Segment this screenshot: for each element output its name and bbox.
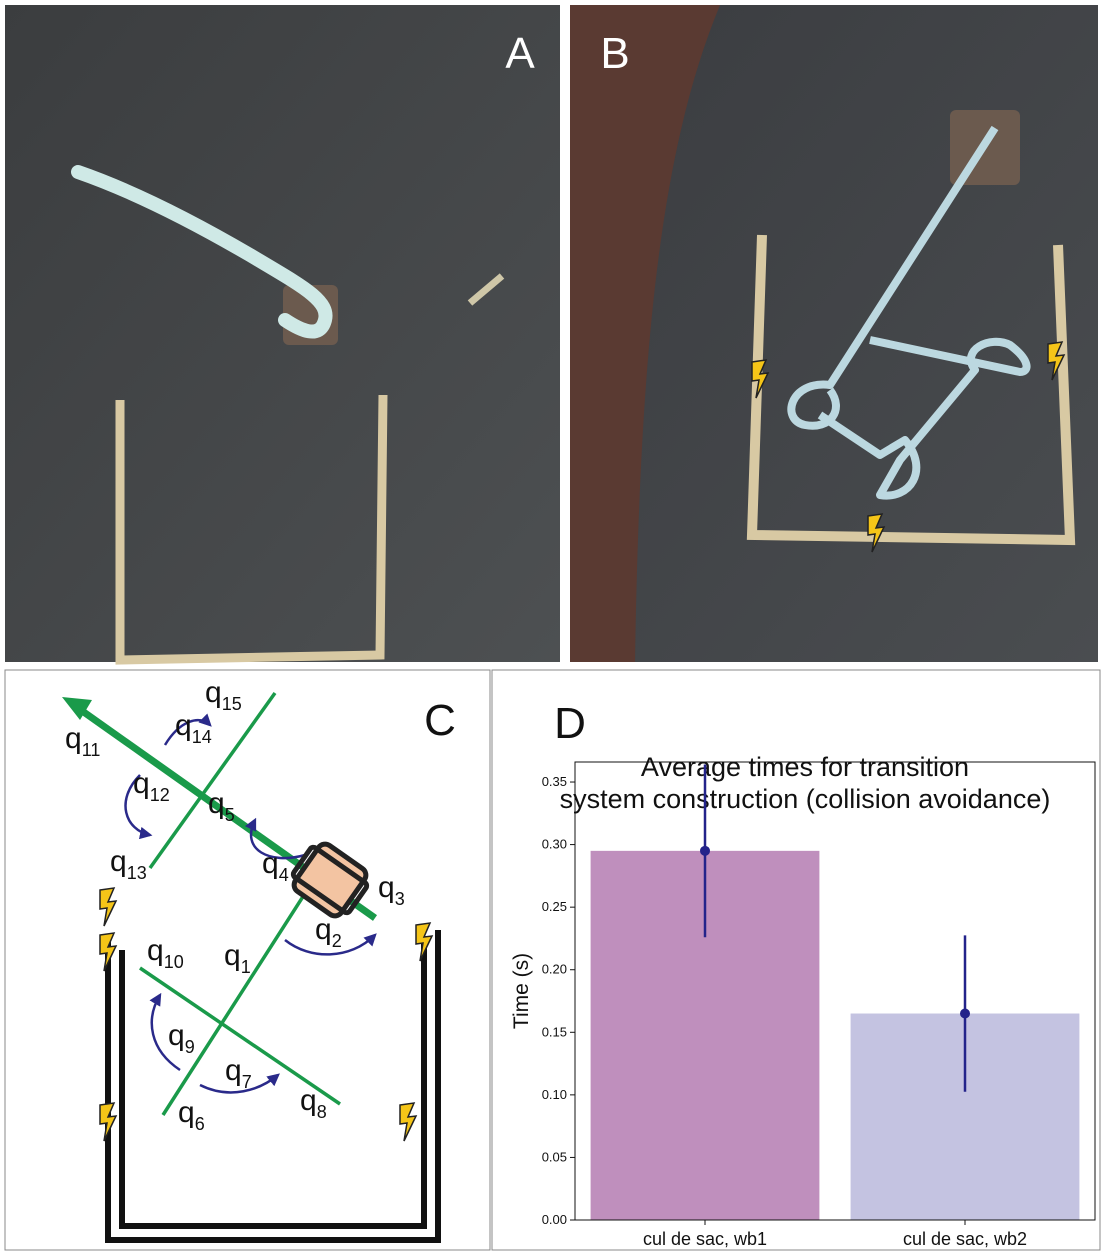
state-index: 10 bbox=[164, 952, 184, 972]
state-index: 1 bbox=[241, 957, 251, 977]
y-axis-label: Time (s) bbox=[510, 953, 533, 1029]
state-index: 12 bbox=[150, 785, 170, 805]
mean-dot bbox=[960, 1009, 970, 1019]
y-tick-label: 0.15 bbox=[542, 1024, 567, 1039]
state-index: 4 bbox=[279, 865, 289, 885]
y-tick-label: 0.05 bbox=[542, 1149, 567, 1164]
y-tick-label: 0.30 bbox=[542, 837, 567, 852]
y-tick-label: 0.25 bbox=[542, 899, 567, 914]
panel-label: A bbox=[505, 29, 535, 78]
state-letter: q bbox=[225, 1054, 242, 1087]
panel-label: C bbox=[424, 696, 456, 745]
state-index: 8 bbox=[317, 1102, 327, 1122]
state-index: 14 bbox=[192, 727, 212, 747]
state-letter: q bbox=[65, 722, 82, 755]
state-index: 15 bbox=[222, 694, 242, 714]
state-letter: q bbox=[147, 934, 164, 967]
state-letter: q bbox=[133, 767, 150, 800]
state-letter: q bbox=[300, 1084, 317, 1117]
state-letter: q bbox=[168, 1019, 185, 1052]
y-tick-label: 0.20 bbox=[542, 962, 567, 977]
photo-a bbox=[5, 5, 560, 662]
state-letter: q bbox=[208, 787, 225, 820]
figure: A B q1q2q3q4q5q6q7q8q9q10q11q12q13q14q15… bbox=[0, 0, 1103, 1253]
x-tick-label: cul de sac, wb2 bbox=[903, 1229, 1027, 1249]
state-letter: q bbox=[315, 913, 332, 946]
state-letter: q bbox=[205, 676, 222, 709]
y-tick-label: 0.10 bbox=[542, 1087, 567, 1102]
state-letter: q bbox=[378, 871, 395, 904]
x-tick-label: cul de sac, wb1 bbox=[643, 1229, 767, 1249]
panel-label: D bbox=[554, 699, 586, 748]
state-index: 3 bbox=[395, 889, 405, 909]
panel-label: B bbox=[600, 29, 629, 78]
state-letter: q bbox=[110, 845, 127, 878]
state-index: 13 bbox=[127, 863, 147, 883]
state-letter: q bbox=[224, 939, 241, 972]
y-tick-label: 0.35 bbox=[542, 774, 567, 789]
state-letter: q bbox=[175, 709, 192, 742]
state-index: 11 bbox=[82, 740, 101, 760]
state-index: 9 bbox=[185, 1037, 195, 1057]
y-tick-label: 0.00 bbox=[542, 1212, 567, 1227]
state-index: 5 bbox=[225, 805, 235, 825]
state-letter: q bbox=[178, 1096, 195, 1129]
state-letter: q bbox=[262, 847, 279, 880]
state-index: 6 bbox=[195, 1114, 205, 1134]
chart-title: system construction (collision avoidance… bbox=[560, 784, 1051, 814]
mean-dot bbox=[700, 846, 710, 856]
state-index: 2 bbox=[332, 931, 342, 951]
chart-title: Average times for transition bbox=[641, 752, 969, 782]
state-index: 7 bbox=[242, 1072, 252, 1092]
